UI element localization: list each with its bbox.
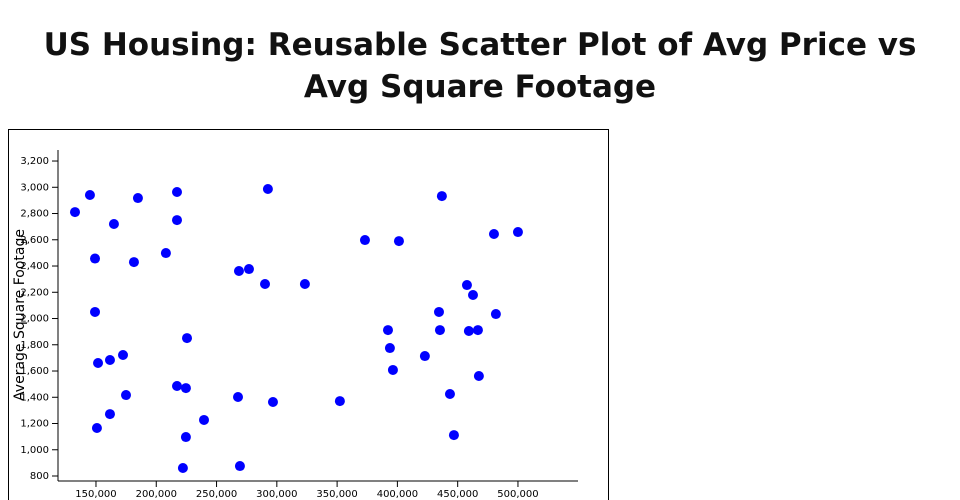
point (160, 248, 171, 259)
point (444, 388, 455, 399)
point (84, 190, 95, 201)
point (180, 432, 191, 443)
x-tick-label: 150,000 (75, 489, 116, 500)
x-tick-label: 450,000 (437, 489, 478, 500)
point (433, 306, 444, 317)
point (387, 364, 398, 375)
chart: Average Square Footage 800 1,000 1,200 1,40… (8, 129, 609, 500)
point (233, 392, 244, 403)
y-tick-label: 2,800 (20, 209, 49, 220)
chart-title: US Housing: Reusable Scatter Plot of Avg… (43, 27, 917, 105)
y-tick-label: 2,000 (20, 314, 49, 325)
point (108, 219, 119, 230)
point (467, 290, 478, 301)
point (177, 463, 188, 474)
frame (8, 129, 609, 500)
point (171, 186, 182, 197)
point (299, 279, 310, 290)
point (117, 350, 128, 361)
point (490, 309, 501, 320)
y-axis-label: Average Square Footage (12, 229, 28, 401)
y-tick-label: 2,600 (20, 235, 49, 246)
point (69, 207, 80, 218)
point (233, 266, 244, 277)
point (393, 236, 404, 247)
x-tick-label: 200,000 (136, 489, 177, 500)
point (120, 390, 131, 401)
x-tick-label: 500,000 (497, 489, 538, 500)
point (182, 333, 193, 344)
point (234, 461, 245, 472)
y-tick-label: 1,200 (20, 419, 49, 430)
point (104, 354, 115, 365)
point (90, 253, 101, 264)
point (473, 371, 484, 382)
point (267, 396, 278, 407)
point (104, 409, 115, 420)
point (93, 358, 104, 369)
point (171, 380, 182, 391)
x-tick-label: 250,000 (196, 489, 237, 500)
x-tick-label: 350,000 (316, 489, 357, 500)
point (90, 306, 101, 317)
point (419, 351, 430, 362)
point (463, 325, 474, 336)
y-tick-label: 800 (30, 471, 49, 482)
point (359, 235, 370, 246)
x-tick-label: 400,000 (377, 489, 418, 500)
point (171, 215, 182, 226)
point (448, 430, 459, 441)
point (436, 191, 447, 202)
point (132, 193, 143, 204)
point (128, 257, 139, 268)
point (91, 422, 102, 433)
point (334, 396, 345, 407)
point (472, 325, 483, 336)
point (434, 325, 445, 336)
point (260, 279, 271, 290)
y-tick-label: 2,200 (20, 287, 49, 298)
point (180, 383, 191, 394)
point (488, 228, 499, 239)
y-tick-label: 1,600 (20, 366, 49, 377)
y-tick-label: 1,000 (20, 445, 49, 456)
y-tick-label: 2,400 (20, 261, 49, 272)
point (384, 343, 395, 354)
point (262, 183, 273, 194)
x-tick-label: 300,000 (256, 489, 297, 500)
point (243, 264, 254, 275)
point (199, 414, 210, 425)
y-tick-label: 1,400 (20, 392, 49, 403)
y-tick-label: 1,800 (20, 340, 49, 351)
y-tick-label: 3,200 (20, 156, 49, 167)
point (382, 325, 393, 336)
y-tick-label: 3,000 (20, 182, 49, 193)
point (512, 227, 523, 238)
point (461, 280, 472, 291)
